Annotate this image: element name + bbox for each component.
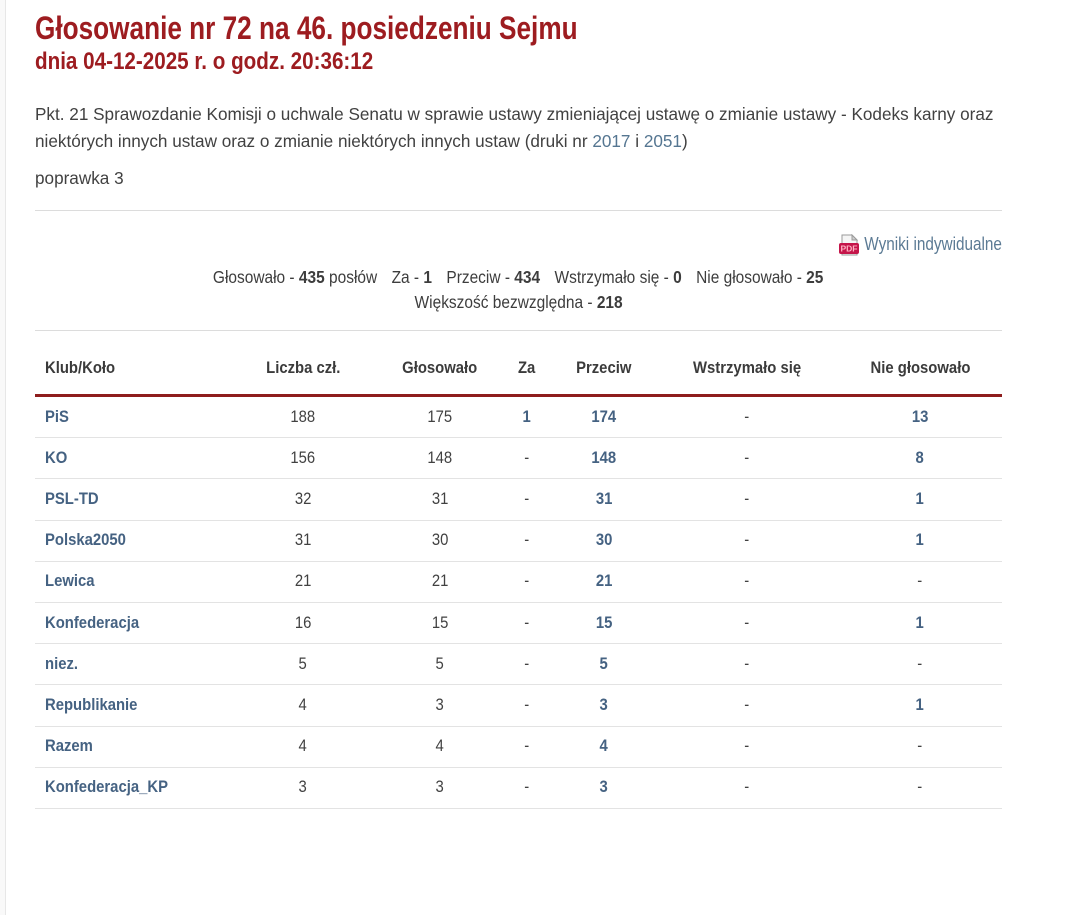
svg-text:PDF: PDF xyxy=(841,244,858,254)
